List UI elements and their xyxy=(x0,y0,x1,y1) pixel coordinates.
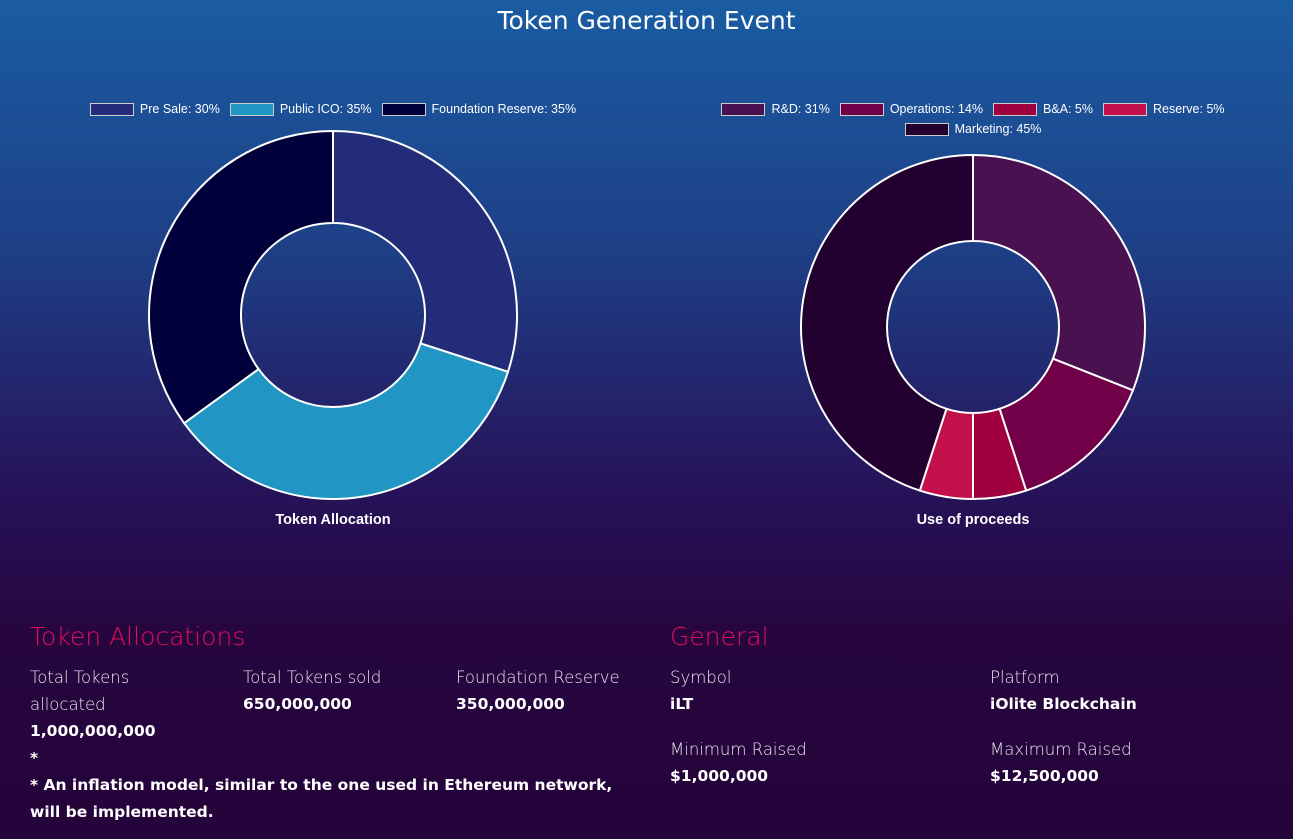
general: General Symbol iLT Platform iOlite Blockcha… xyxy=(670,622,1270,785)
info-label: Total Tokens allocated xyxy=(30,668,130,714)
info-value: 1,000,000,000 * xyxy=(30,722,156,767)
info-item: Symbol iLT xyxy=(670,664,950,718)
donut-slice xyxy=(182,342,510,500)
legend-swatch xyxy=(839,102,884,116)
chart-title: Token Allocation xyxy=(275,512,391,528)
section-heading: Token Allocations xyxy=(30,622,246,651)
info-value: iLT xyxy=(670,695,694,713)
legend-label: B&A: 5% xyxy=(1042,102,1093,116)
chart-title: Use of proceeds xyxy=(916,512,1030,528)
legend-swatch xyxy=(89,102,134,116)
legend: R&D: 31% Operations: 14% B&A: 5% Reserve: 5… xyxy=(680,102,1266,136)
info-value: $1,000,000 xyxy=(670,767,769,785)
legend-swatch xyxy=(721,102,766,116)
legend-swatch xyxy=(992,102,1037,116)
info-label: Platform xyxy=(990,668,1060,687)
legend-item: R&D: 31% xyxy=(721,102,830,116)
info-label: Foundation Reserve xyxy=(456,668,620,687)
legend-item: Public ICO: 35% xyxy=(229,102,372,116)
info-label: Maximum Raised xyxy=(990,740,1132,759)
legend-label: Foundation Reserve: 35% xyxy=(431,102,577,116)
page-title: Token Generation Event xyxy=(497,6,796,35)
info-item: Platform iOlite Blockchain xyxy=(990,664,1270,718)
legend-label: Marketing: 45% xyxy=(954,122,1042,136)
legend-label: Pre Sale: 30% xyxy=(139,102,220,116)
donut-slice xyxy=(148,129,334,425)
footnote: * An inflation model, similar to the one… xyxy=(30,776,613,821)
legend-item: Reserve: 5% xyxy=(1102,102,1225,116)
donut-slice xyxy=(972,153,1146,392)
info-value: $12,500,000 xyxy=(990,767,1099,785)
legend-swatch xyxy=(904,122,949,136)
info-label: Total Tokens sold xyxy=(243,668,382,687)
legend-label: R&D: 31% xyxy=(771,102,830,116)
info-item: Total Tokens allocated 1,000,000,000 * xyxy=(30,664,160,772)
info-label: Minimum Raised xyxy=(670,740,807,759)
legend-label: Reserve: 5% xyxy=(1152,102,1225,116)
info-label: Symbol xyxy=(670,668,732,687)
legend-label: Operations: 14% xyxy=(889,102,983,116)
legend-item: B&A: 5% xyxy=(992,102,1093,116)
section-heading: General xyxy=(670,622,769,651)
legend: Pre Sale: 30% Public ICO: 35% Foundation R… xyxy=(40,102,626,116)
legend-item: Marketing: 45% xyxy=(904,122,1042,136)
info-value: 350,000,000 xyxy=(456,695,565,713)
info-item: Total Tokens sold 650,000,000 xyxy=(243,664,433,718)
legend-item: Pre Sale: 30% xyxy=(89,102,220,116)
legend-swatch xyxy=(381,102,426,116)
legend-label: Public ICO: 35% xyxy=(279,102,372,116)
donut-slice xyxy=(799,153,974,492)
legend-item: Operations: 14% xyxy=(839,102,983,116)
token-allocations: Token Allocations Total Tokens allocated… xyxy=(30,622,650,821)
legend-item: Foundation Reserve: 35% xyxy=(381,102,577,116)
info-item: Foundation Reserve 350,000,000 xyxy=(456,664,646,718)
info-value: 650,000,000 xyxy=(243,695,352,713)
info-value: iOlite Blockchain xyxy=(990,695,1137,713)
legend-swatch xyxy=(229,102,274,116)
info-item: Minimum Raised $1,000,000 xyxy=(670,736,950,790)
info-item: Maximum Raised $12,500,000 xyxy=(990,736,1270,790)
donut-slice xyxy=(332,129,518,374)
legend-swatch xyxy=(1102,102,1147,116)
